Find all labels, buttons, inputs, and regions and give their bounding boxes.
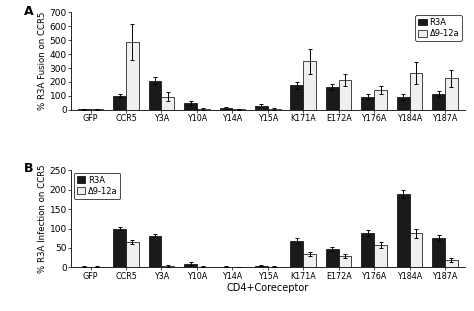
- Bar: [184, 103, 197, 110]
- Bar: [149, 81, 162, 110]
- Bar: [326, 87, 339, 110]
- Bar: [397, 97, 410, 110]
- Y-axis label: % R3A Fusion on CCR5: % R3A Fusion on CCR5: [38, 12, 47, 110]
- Bar: [432, 94, 445, 110]
- Bar: [268, 109, 281, 110]
- Bar: [326, 249, 339, 267]
- Bar: [113, 96, 126, 110]
- Bar: [255, 106, 268, 110]
- Bar: [445, 78, 458, 110]
- Bar: [303, 61, 316, 110]
- Bar: [410, 233, 422, 267]
- Bar: [361, 97, 374, 110]
- Bar: [291, 86, 303, 110]
- Bar: [126, 242, 139, 267]
- Bar: [397, 194, 410, 267]
- Bar: [113, 229, 126, 267]
- Bar: [361, 233, 374, 267]
- Bar: [432, 238, 445, 267]
- Y-axis label: % R3A Infection on CCR5: % R3A Infection on CCR5: [38, 165, 47, 273]
- Bar: [445, 260, 458, 267]
- Bar: [197, 109, 210, 110]
- Text: B: B: [24, 162, 33, 175]
- Bar: [149, 235, 162, 267]
- Bar: [339, 256, 351, 267]
- Legend: R3A, Δ9-12a: R3A, Δ9-12a: [415, 15, 462, 41]
- Bar: [374, 245, 387, 267]
- Bar: [126, 42, 139, 110]
- Bar: [219, 108, 232, 110]
- Bar: [184, 263, 197, 267]
- Bar: [255, 266, 268, 267]
- Bar: [232, 109, 245, 110]
- Text: A: A: [24, 5, 34, 18]
- Bar: [303, 254, 316, 267]
- Bar: [374, 90, 387, 110]
- X-axis label: CD4+Coreceptor: CD4+Coreceptor: [227, 283, 309, 293]
- Bar: [410, 73, 422, 110]
- Bar: [162, 266, 174, 267]
- Bar: [339, 80, 351, 110]
- Legend: R3A, Δ9-12a: R3A, Δ9-12a: [73, 173, 120, 198]
- Bar: [291, 241, 303, 267]
- Bar: [162, 97, 174, 110]
